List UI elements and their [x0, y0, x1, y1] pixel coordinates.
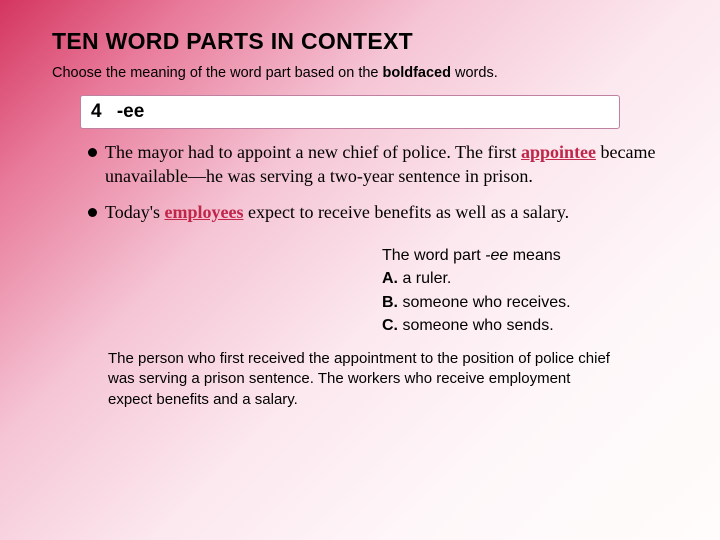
lead-post: means: [508, 247, 560, 264]
example-sentence-2: Today's employees expect to receive bene…: [88, 201, 668, 225]
option-a-label: A.: [382, 270, 398, 287]
answer-lead: The word part -ee means: [382, 244, 668, 267]
lead-wordpart: -ee: [485, 247, 508, 264]
slide-title: TEN WORD PARTS IN CONTEXT: [52, 28, 668, 55]
option-a: A. a ruler.: [382, 267, 668, 290]
option-b-label: B.: [382, 294, 398, 311]
wordpart-number: 4: [91, 101, 102, 122]
wordpart-text: -ee: [117, 101, 144, 122]
option-c-label: C.: [382, 317, 398, 334]
sentence2-post: expect to receive benefits as well as a …: [243, 202, 569, 222]
sentence2-pre: Today's: [105, 202, 164, 222]
option-b: B. someone who receives.: [382, 291, 668, 314]
answer-choices: The word part -ee means A. a ruler. B. s…: [382, 244, 668, 337]
option-c: C. someone who sends.: [382, 314, 668, 337]
instruction-line: Choose the meaning of the word part base…: [52, 65, 668, 81]
option-c-text: someone who sends.: [398, 317, 554, 334]
instruction-pre: Choose the meaning of the word part base…: [52, 65, 383, 81]
instruction-post: words.: [451, 65, 498, 81]
option-b-text: someone who receives.: [398, 294, 571, 311]
bullet-icon: [88, 208, 97, 217]
sentence1-pre: The mayor had to appoint a new chief of …: [105, 142, 521, 162]
sentence2-keyword: employees: [164, 202, 243, 222]
instruction-bold: boldfaced: [383, 65, 451, 81]
sentence1-keyword: appointee: [521, 142, 596, 162]
explanation-text: The person who first received the appoin…: [108, 349, 612, 410]
bullet-icon: [88, 148, 97, 157]
wordpart-box: 4 -ee: [80, 95, 620, 129]
option-a-text: a ruler.: [398, 270, 451, 287]
lead-pre: The word part: [382, 247, 485, 264]
example-sentence-1: The mayor had to appoint a new chief of …: [88, 141, 668, 189]
